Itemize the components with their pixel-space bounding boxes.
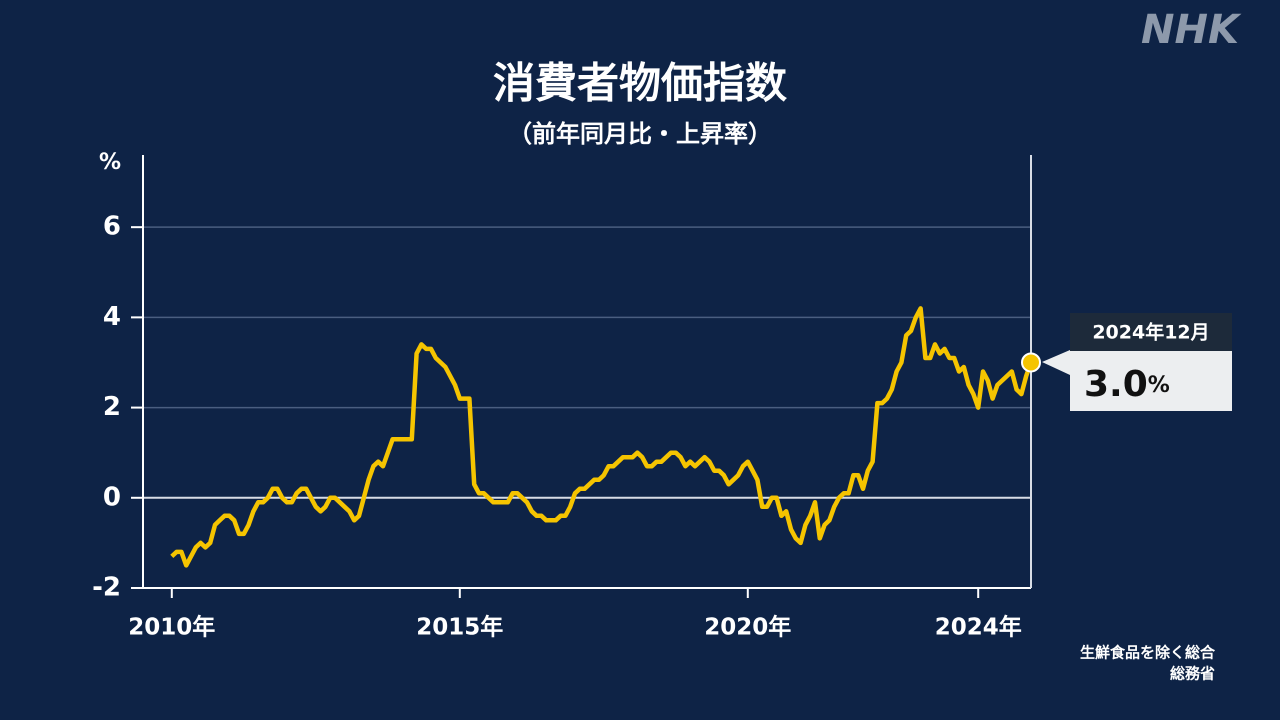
callout-header — [1070, 313, 1232, 351]
callout-value: 3.0% — [1084, 364, 1170, 405]
y-tick-label: 6 — [103, 212, 121, 242]
end-point — [1021, 352, 1041, 373]
y-unit: % — [99, 150, 121, 175]
logo: NHK — [1141, 7, 1242, 53]
chart-title: 消費者物価指数 — [493, 59, 787, 108]
note: 総務省 — [1170, 665, 1215, 683]
callout-pointer — [1042, 350, 1070, 375]
x-tick-label: 2020年 — [704, 614, 791, 641]
note: 生鮮食品を除く総合 — [1080, 644, 1216, 662]
chart-subtitle: （前年同月比・上昇率） — [508, 120, 772, 148]
y-tick-label: 0 — [103, 482, 121, 512]
y-tick-label: 4 — [103, 302, 121, 332]
callout-number: 3.0 — [1084, 364, 1148, 405]
x-tick-label: 2015年 — [416, 614, 503, 641]
callout-unit: % — [1148, 373, 1170, 398]
callout-body — [1070, 351, 1232, 411]
x-tick-label: 2024年 — [935, 614, 1022, 641]
x-tick-label: 2010年 — [128, 614, 215, 641]
data-line — [170, 306, 1034, 568]
y-tick-label: 2 — [103, 392, 121, 422]
callout-label: 2024年12月 — [1092, 321, 1209, 344]
y-tick-label: -2 — [92, 573, 121, 603]
